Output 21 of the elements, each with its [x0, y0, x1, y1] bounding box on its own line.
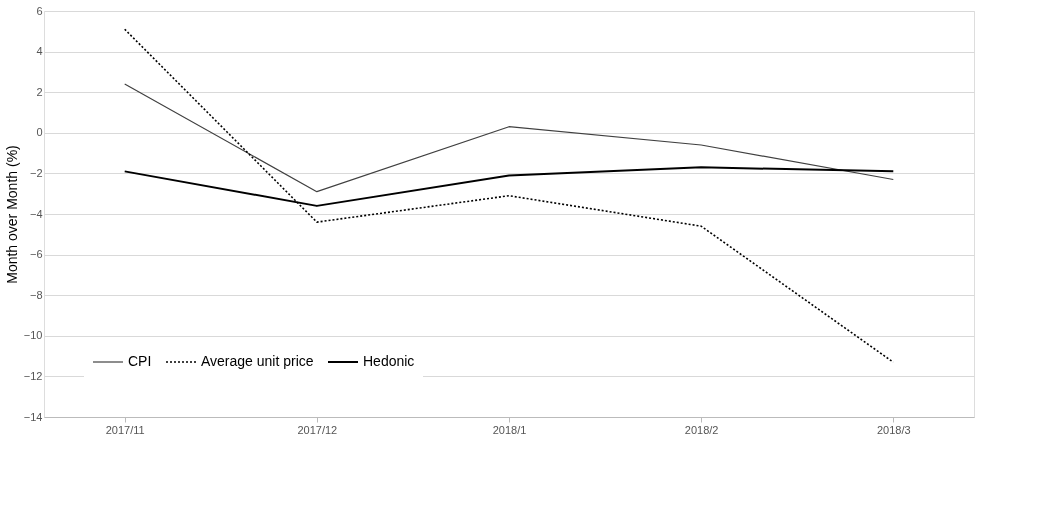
y-tick-label: −8: [29, 288, 43, 301]
y-tick-label: 0: [36, 126, 43, 139]
y-tick-label: −14: [23, 410, 43, 423]
y-tick-label: −2: [29, 166, 43, 179]
x-tick-label: 2017/12: [297, 423, 338, 436]
y-tick-label: −12: [23, 369, 43, 382]
legend-label: Hedonic: [363, 353, 415, 369]
x-tick-label: 2017/11: [105, 423, 145, 436]
x-tick-label: 2018/2: [684, 423, 719, 436]
legend-label: CPI: [128, 353, 152, 369]
y-tick-label: 2: [36, 85, 43, 98]
x-tick-label: 2018/3: [876, 423, 911, 436]
y-tick-label: 6: [36, 4, 43, 17]
legend-label: Average unit price: [201, 353, 314, 369]
x-tick-label: 2018/1: [492, 423, 527, 436]
line-series: [124, 83, 894, 193]
y-tick-label: −4: [29, 207, 43, 220]
y-tick-label: 4: [36, 45, 43, 58]
y-axis-title: Month over Month (%): [3, 145, 20, 284]
y-tick-label: −6: [29, 248, 43, 261]
y-tick-label: −10: [23, 329, 43, 342]
